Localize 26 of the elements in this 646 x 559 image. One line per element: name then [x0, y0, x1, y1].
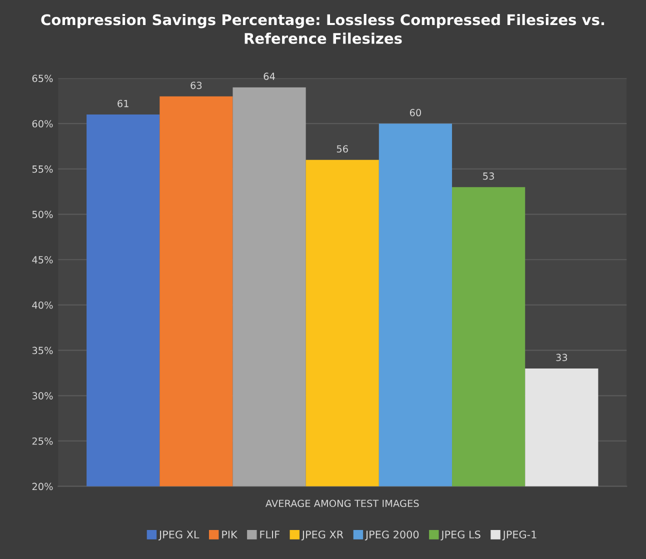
legend-label: JPEG LS [440, 530, 480, 540]
data-label: 60 [410, 108, 422, 116]
y-tick-label: 50% [32, 210, 53, 218]
y-tick-label: 35% [32, 346, 53, 354]
data-label: 61 [118, 100, 128, 108]
legend-label: FLIF [260, 530, 280, 538]
legend-label: JPEG XL [158, 530, 200, 540]
y-tick-label: 60% [32, 120, 53, 128]
y-tick-label: 25% [32, 437, 53, 445]
data-label: 53 [483, 172, 494, 180]
legend-label: PIK [222, 530, 238, 538]
legend-label: JPEG-1 [502, 530, 536, 540]
data-label: 56 [336, 145, 348, 153]
y-tick-label: 65% [32, 74, 53, 82]
y-tick-label: 55% [32, 165, 53, 173]
x-axis-title: AVERAGE AMONG TEST IMAGES [266, 500, 419, 508]
data-label: 63 [190, 82, 202, 90]
y-tick-label: 40% [32, 301, 53, 309]
legend-label: JPEG 2000 [364, 530, 419, 540]
data-label: 33 [556, 354, 568, 362]
y-tick-label: 20% [32, 482, 53, 490]
legend-label: JPEG XR [301, 530, 344, 540]
chart-title: Compression Savings Percentage: Lossless Compressed Filesizes vs. Reference Filesizes [41, 14, 604, 44]
y-tick-label: 30% [32, 392, 53, 400]
data-label: 64 [264, 72, 275, 80]
y-tick-label: 45% [32, 256, 53, 264]
